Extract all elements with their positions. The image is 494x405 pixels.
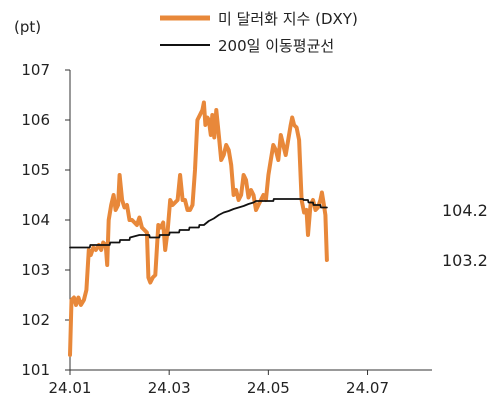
series-lines bbox=[68, 100, 329, 357]
x-tick-label-24.05: 24.05 bbox=[247, 379, 290, 397]
series-line-ma200 bbox=[69, 198, 328, 249]
legend-label-dxy: 미 달러화 지수 (DXY) bbox=[218, 10, 358, 28]
y-tick-label-101: 101 bbox=[21, 361, 50, 379]
end-label-dxy: 103.2 bbox=[442, 251, 488, 270]
x-tick-label-24.01: 24.01 bbox=[49, 379, 92, 397]
y-tick-label-107: 107 bbox=[21, 61, 50, 79]
tick-labels: 101 102 103 104 105 106 107 24.01 24.03 24.05 24.0… bbox=[21, 61, 389, 397]
y-axis-unit-label: (pt) bbox=[14, 18, 41, 36]
legend: 미 달러화 지수 (DXY) 200일 이동평균선 bbox=[160, 10, 358, 55]
legend-label-ma200: 200일 이동평균선 bbox=[218, 37, 334, 55]
x-tick-label-24.03: 24.03 bbox=[148, 379, 191, 397]
end-label-ma200: 104.2 bbox=[442, 201, 488, 220]
y-tick-label-106: 106 bbox=[21, 111, 50, 129]
end-value-labels: 104.2 103.2 bbox=[442, 201, 488, 270]
y-tick-label-103: 103 bbox=[21, 261, 50, 279]
series-line-dxy bbox=[68, 100, 329, 357]
axes bbox=[69, 70, 432, 371]
x-tick-label-24.07: 24.07 bbox=[346, 379, 389, 397]
y-tick-label-105: 105 bbox=[21, 161, 50, 179]
y-tick-label-104: 104 bbox=[21, 211, 50, 229]
y-tick-label-102: 102 bbox=[21, 311, 50, 329]
